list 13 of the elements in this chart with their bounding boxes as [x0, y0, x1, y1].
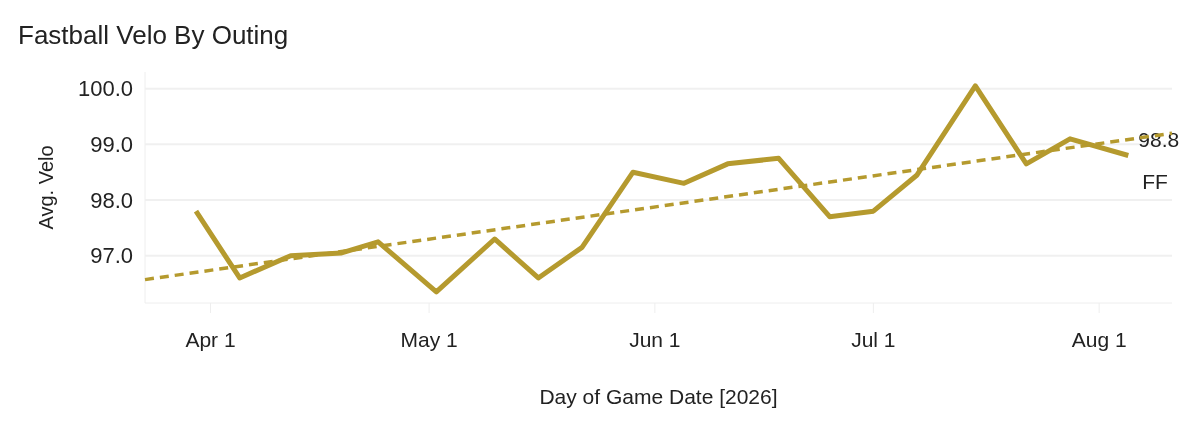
chart-title: Fastball Velo By Outing: [18, 20, 289, 50]
series-label: FF: [1142, 170, 1168, 194]
y-tick-label: 97.0: [90, 243, 133, 269]
x-tick-label: Apr 1: [185, 328, 236, 351]
y-tick-label: 98.0: [90, 187, 133, 213]
x-tick-label: Jul 1: [851, 328, 896, 351]
y-tick-label: 100.0: [77, 76, 133, 102]
x-tick-label: Jun 1: [629, 328, 681, 351]
x-tick-label: Aug 1: [1071, 328, 1127, 351]
x-tick-label: May 1: [400, 328, 458, 351]
y-axis-title: Avg. Velo: [35, 145, 57, 230]
y-tick-label: 99.0: [90, 132, 133, 158]
x-axis-title: Day of Game Date [2026]: [539, 385, 778, 408]
